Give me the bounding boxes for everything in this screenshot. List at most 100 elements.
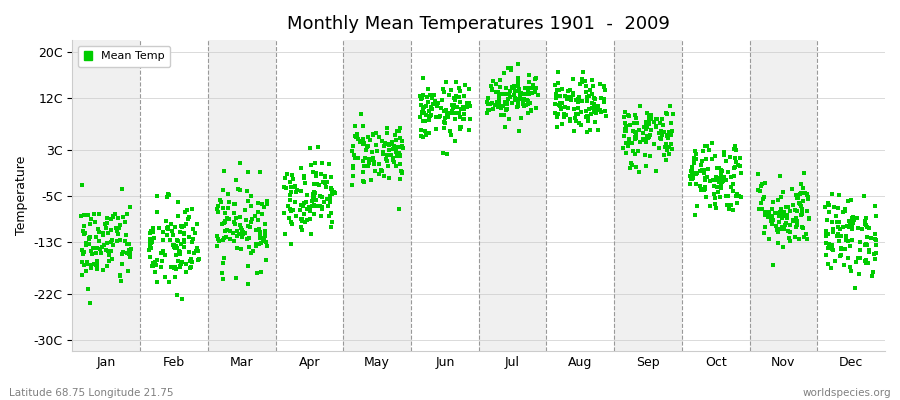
Point [839,232,853,239]
Point [849,259,863,265]
Point [424,112,438,118]
Point [664,141,679,147]
Point [830,219,844,225]
Point [145,238,159,245]
Point [523,100,537,106]
Point [868,235,882,242]
Point [859,241,873,248]
Point [788,234,802,240]
Point [686,175,700,181]
Point [230,244,245,251]
Point [548,110,562,116]
Point [659,156,673,163]
Point [228,200,242,207]
Point [418,112,433,118]
Point [725,207,740,213]
Point [771,219,786,225]
Point [382,146,397,153]
Point [633,103,647,110]
Point [628,151,643,157]
Point [794,181,808,187]
Point [622,113,636,119]
Point [490,98,504,105]
Point [522,85,536,92]
Point [418,103,433,110]
Point [716,168,730,174]
Point [388,144,402,151]
Point [302,204,317,210]
Point [649,115,663,122]
Point [696,148,710,154]
Point [446,104,460,111]
Point [173,249,187,256]
Point [456,104,471,110]
Point [146,229,160,236]
Point [298,180,312,186]
Point [462,126,476,133]
Point [78,230,93,236]
Point [221,199,236,206]
Point [791,199,806,206]
Point [190,245,204,251]
Point [294,216,309,222]
Point [118,218,132,225]
Point [867,251,881,257]
Point [456,111,471,117]
Point [570,111,584,118]
Point [84,215,98,222]
Point [551,111,565,117]
Point [446,102,460,109]
Point [688,169,702,176]
Point [462,100,476,106]
Point [92,238,106,244]
Point [505,85,519,92]
Point [220,215,234,222]
Point [801,193,815,200]
Point [859,260,873,266]
Point [572,80,587,87]
Point [796,198,810,204]
Point [309,173,323,180]
Point [96,266,111,273]
Point [771,226,786,232]
Point [308,160,322,166]
Point [709,174,724,181]
Point [452,110,466,116]
Point [706,177,720,183]
Point [356,178,371,185]
Point [558,112,572,118]
Point [783,229,797,236]
Point [579,108,593,114]
Point [695,158,709,164]
Point [853,239,868,246]
Point [100,215,114,221]
Point [865,272,879,279]
Point [168,274,183,280]
Point [777,208,791,215]
Point [580,98,595,104]
Point [485,87,500,94]
Point [240,263,255,270]
Point [841,238,855,244]
Point [793,201,807,207]
Point [184,264,198,270]
Point [212,202,226,209]
Point [587,101,601,107]
Point [434,105,448,112]
Point [751,187,765,193]
Point [646,118,661,125]
Point [597,99,611,106]
Point [164,221,178,228]
Point [690,203,705,210]
Point [590,105,604,112]
Point [324,174,338,180]
Point [481,107,495,114]
Point [120,249,134,256]
Point [416,92,430,98]
Point [617,128,632,134]
Point [567,106,581,112]
Point [522,79,536,86]
Point [145,263,159,269]
Point [685,176,699,182]
Point [211,206,225,213]
